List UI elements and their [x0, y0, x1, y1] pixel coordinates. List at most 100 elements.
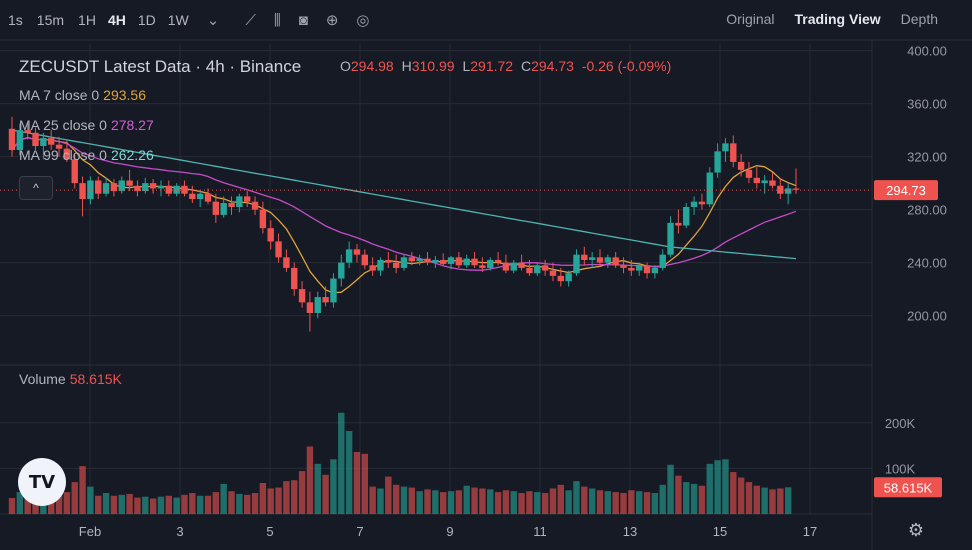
candle: [628, 259, 635, 276]
timeframe-1d[interactable]: 1D: [137, 12, 156, 28]
candle: [690, 196, 698, 215]
price-tick-label: 280.00: [907, 203, 947, 218]
candle-body: [573, 254, 580, 274]
tradingview-logo: TV: [18, 458, 66, 506]
volume-bar: [690, 483, 698, 514]
timeframe-1w[interactable]: 1W: [167, 12, 189, 28]
candle: [181, 180, 188, 197]
candle-body: [259, 209, 267, 229]
candle-body: [502, 262, 510, 271]
candle-body: [40, 138, 47, 147]
candle-body: [549, 270, 557, 276]
candle: [267, 220, 274, 250]
volume-bar: [204, 495, 212, 514]
candle: [134, 180, 141, 197]
candle-body: [79, 183, 86, 200]
candle: [392, 254, 400, 274]
volume-bar: [63, 492, 71, 514]
candle-body: [236, 196, 243, 207]
volume-bar: [588, 488, 596, 514]
candle: [165, 180, 172, 197]
price-tick-label: 400.00: [907, 44, 947, 59]
candle-body: [353, 249, 361, 255]
time-tick-label: 17: [803, 524, 817, 539]
candle-body: [228, 203, 235, 207]
candle: [573, 249, 580, 276]
volume-bar: [314, 463, 321, 514]
legend-volume: Volume 58.615K: [19, 371, 122, 387]
candle-body: [338, 262, 345, 279]
settings-circle-icon[interactable]: ◎: [356, 12, 370, 29]
candles-icon[interactable]: ⟋: [245, 11, 256, 29]
candle-body: [244, 196, 251, 202]
candle: [714, 143, 721, 178]
candle-body: [737, 161, 745, 170]
volume-bar: [16, 492, 24, 514]
volume-bar: [110, 495, 118, 514]
time-tick-label: 5: [266, 524, 273, 539]
candle: [698, 193, 706, 210]
legend-title: ZECUSDT Latest Data · 4h · Binance: [19, 57, 302, 76]
time-tick-label: 11: [533, 524, 547, 539]
open-value: 294.98: [350, 58, 394, 74]
chevron-down-icon[interactable]: ⌄: [206, 12, 220, 29]
volume-bar: [667, 464, 674, 514]
candle-body: [369, 265, 376, 271]
volume-bar: [675, 475, 682, 514]
volume-bar: [549, 488, 557, 514]
timeframe-4h[interactable]: 4H: [107, 12, 126, 28]
collapse-legend-button[interactable]: ^: [19, 176, 53, 200]
view-original[interactable]: Original: [726, 11, 775, 27]
candle-body: [16, 130, 24, 150]
price-tick-label: 200.00: [907, 309, 947, 324]
candle-body: [784, 188, 792, 194]
volume-bar: [541, 493, 549, 514]
timeframe-1h[interactable]: 1H: [78, 12, 96, 28]
timeframe-15m[interactable]: 15m: [36, 12, 65, 28]
timeframe-1s[interactable]: 1s: [8, 12, 23, 28]
candle-body: [714, 151, 721, 173]
volume-bar: [628, 490, 635, 514]
volume-bar: [651, 493, 659, 514]
ma25-label: MA 25 close 0: [19, 117, 107, 133]
candle: [675, 209, 682, 234]
volume-bar: [487, 489, 494, 514]
candle: [620, 257, 627, 274]
volume-value: 58.615K: [69, 371, 122, 387]
plus-circle-icon[interactable]: ⊕: [325, 12, 339, 29]
candle-body: [306, 302, 314, 313]
volume-bar: [377, 488, 384, 514]
candle-body: [557, 275, 564, 282]
view-depth[interactable]: Depth: [900, 11, 938, 27]
last-price-badge: [874, 180, 938, 201]
volume-bar: [79, 466, 86, 514]
candle: [745, 161, 753, 184]
ma25-value: 278.27: [110, 117, 154, 133]
volume-bar: [283, 481, 290, 514]
candle-body: [283, 257, 290, 268]
candle-body: [298, 289, 306, 303]
time-tick-label: 15: [713, 524, 727, 539]
candle: [557, 267, 564, 287]
volume-bar: [196, 495, 204, 514]
candle: [8, 116, 16, 157]
last-volume-badge: [874, 477, 942, 498]
indicators-icon[interactable]: ⫼: [273, 11, 281, 29]
candle: [471, 252, 478, 268]
view-trading-view[interactable]: Trading View: [794, 11, 881, 27]
ma7-value: 293.56: [103, 87, 146, 103]
gear-icon[interactable]: ⚙: [907, 520, 925, 540]
candle-body: [126, 180, 133, 186]
candle: [753, 167, 760, 189]
volume-bar: [643, 492, 651, 514]
volume-bar: [338, 412, 345, 514]
camera-icon[interactable]: ◙: [298, 11, 308, 29]
ma7-label: MA 7 close 0: [19, 87, 100, 103]
volume-bar: [157, 496, 165, 514]
volume-bar: [408, 487, 416, 514]
candle: [400, 254, 408, 271]
candle: [118, 176, 125, 194]
candle: [549, 262, 557, 282]
candle: [322, 286, 329, 307]
